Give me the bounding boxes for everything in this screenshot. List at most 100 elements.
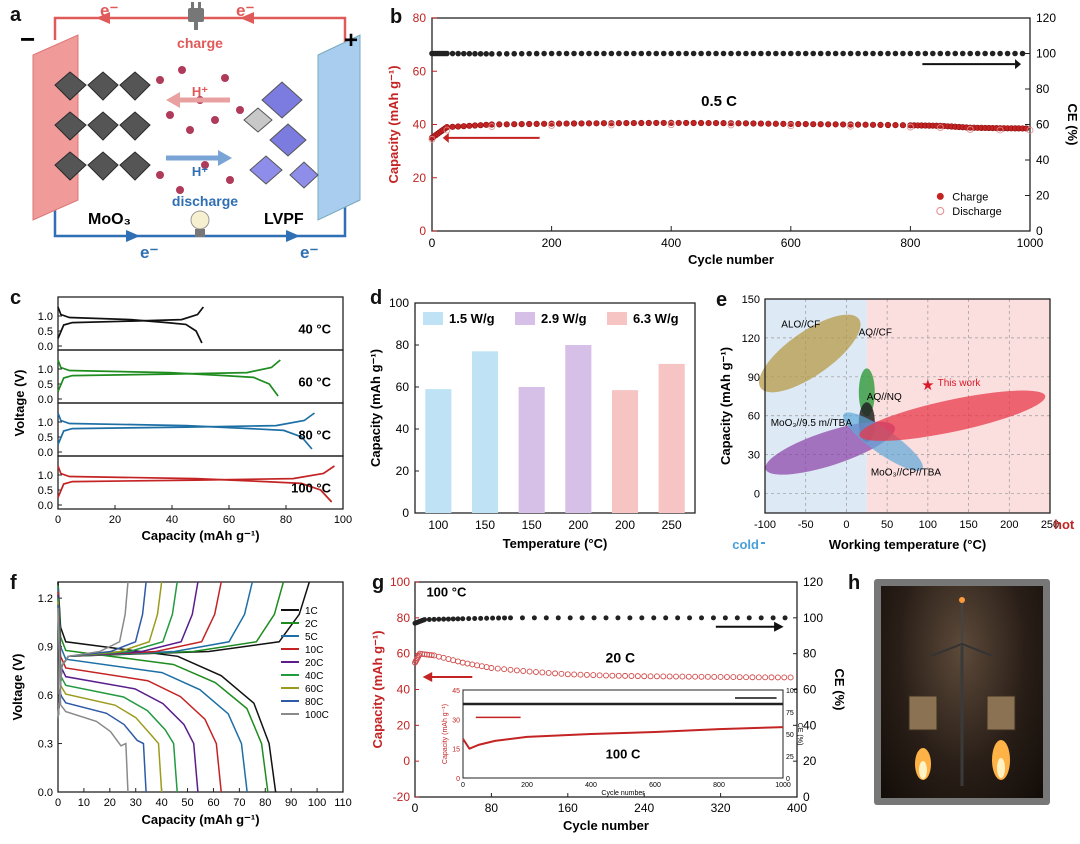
- charge-point: [780, 120, 787, 127]
- charge-point: [899, 122, 907, 129]
- proton-arrowhead-discharge: [218, 150, 232, 166]
- charge-point: [854, 121, 862, 128]
- x-tick-label: -50: [798, 519, 814, 531]
- discharge-point: [443, 126, 451, 134]
- y-tick-label: 0.5: [38, 326, 53, 338]
- ce-point: [623, 50, 630, 57]
- proton-particles: [156, 66, 244, 194]
- bar: [565, 345, 592, 513]
- charge-label: charge: [177, 35, 223, 51]
- charge-point: [742, 120, 750, 127]
- ce-point: [907, 50, 914, 57]
- x-tick-label: 0: [55, 514, 61, 526]
- x-tick-label: 800: [900, 236, 920, 250]
- ce-point: [548, 50, 555, 57]
- ce-point: [503, 50, 510, 57]
- ce-point: [431, 616, 437, 622]
- aq-cf-region: [858, 368, 875, 417]
- ce-point: [586, 50, 592, 57]
- chart-b: 0 200 400 600 800 100002040608002040608010012…: [386, 11, 1080, 267]
- charge-point: [455, 123, 462, 130]
- ce-point: [660, 50, 667, 57]
- ce-point: [982, 50, 988, 57]
- ce-point: [466, 616, 472, 622]
- charge-point: [825, 121, 832, 128]
- ce-point: [579, 615, 585, 621]
- capacity-point: [478, 663, 485, 670]
- legend-charge-label: Charge: [952, 191, 988, 203]
- charge-point: [720, 120, 727, 127]
- cathode-label: LVPF: [264, 211, 304, 228]
- ce-point: [734, 615, 740, 621]
- capacity-point: [622, 672, 629, 679]
- y2-tick-label: 0: [1036, 224, 1043, 238]
- x-tick-label: 150: [959, 519, 977, 531]
- x-tick-label: 0: [843, 519, 849, 531]
- y-tick-label: 1.0: [38, 364, 53, 376]
- inset-annotation: 100 C: [606, 746, 641, 761]
- chart-f: 0 10 20 30 40 50 60 70 80 90 100 110 0.0 0.3 0.6 0.9 1.2…: [10, 581, 352, 827]
- charge-point: [483, 121, 490, 128]
- inset-y2-tick-label: 25: [786, 754, 794, 761]
- ce-point: [847, 50, 854, 57]
- ce-point: [466, 50, 473, 57]
- charge-point: [503, 121, 510, 128]
- inset-y2-axis-label: CE (%): [796, 723, 803, 746]
- ce-point: [556, 50, 562, 57]
- electron-label-bottom-left: e⁻: [140, 243, 158, 262]
- legend-label: 5C: [305, 632, 318, 643]
- ce-point: [900, 50, 906, 57]
- ce-point: [922, 50, 929, 57]
- charge-point: [555, 120, 563, 127]
- capacity-point: [539, 669, 546, 676]
- discharge-point: [936, 124, 944, 131]
- y-tick-label: 1.0: [38, 417, 53, 429]
- annotation-alo-cf: ALO//CF: [781, 320, 820, 331]
- x-tick-label: 10: [78, 797, 90, 809]
- ce-point: [571, 50, 577, 57]
- ce-point: [563, 50, 570, 57]
- battery-schematic: charge e⁻ e⁻ discharge e⁻ e⁻ − +: [20, 1, 361, 262]
- charge-point: [526, 120, 533, 128]
- ce-point: [892, 50, 899, 57]
- charge-point: [802, 121, 809, 128]
- ce-point: [690, 50, 697, 57]
- ce-point: [750, 50, 757, 57]
- ce-point: [533, 50, 540, 57]
- y-tick-label: 80: [397, 611, 411, 625]
- ce-point: [490, 615, 496, 621]
- y2-tick-label: 20: [803, 754, 817, 768]
- y2-tick-label: 100: [803, 611, 823, 625]
- charge-point: [488, 121, 495, 128]
- annotation-aq-nq: AQ//NQ: [867, 392, 902, 403]
- ce-point: [770, 615, 776, 621]
- charge-point: [615, 120, 622, 127]
- legend-label: 10C: [305, 645, 323, 656]
- ce-point: [651, 615, 657, 621]
- y-tick-label: 0.0: [38, 394, 53, 406]
- ce-point: [825, 50, 831, 57]
- capacity-point: [755, 674, 762, 681]
- x-tick-label: 80: [485, 801, 499, 815]
- ce-point: [472, 616, 478, 622]
- ce-point: [526, 50, 532, 57]
- capacity-point: [603, 672, 609, 679]
- panel-b-cycling: b 0 200 400 600 800 1000 0 20 40 60 80 0 20 40 60 80 100…: [380, 0, 1080, 275]
- ce-point: [502, 615, 508, 621]
- charge-point: [570, 120, 578, 127]
- y-tick-label: 0: [419, 224, 426, 238]
- discharge-point: [787, 122, 795, 130]
- ce-point: [653, 50, 660, 57]
- discharge-point: [667, 121, 675, 129]
- discharge-point: [847, 122, 855, 130]
- bar: [425, 389, 452, 513]
- x-axis-label: Cycle number: [688, 252, 774, 267]
- y-tick-label: 30: [748, 450, 760, 462]
- legend-label: 1C: [305, 606, 318, 617]
- y-axis-label: Capacity (mAh g⁻¹): [718, 347, 733, 465]
- ce-point: [511, 50, 518, 57]
- star-icon: ★: [921, 377, 934, 394]
- y-tick-label: 40: [397, 683, 411, 697]
- y2-tick-label: 40: [1036, 153, 1050, 167]
- ce-point: [1012, 50, 1018, 57]
